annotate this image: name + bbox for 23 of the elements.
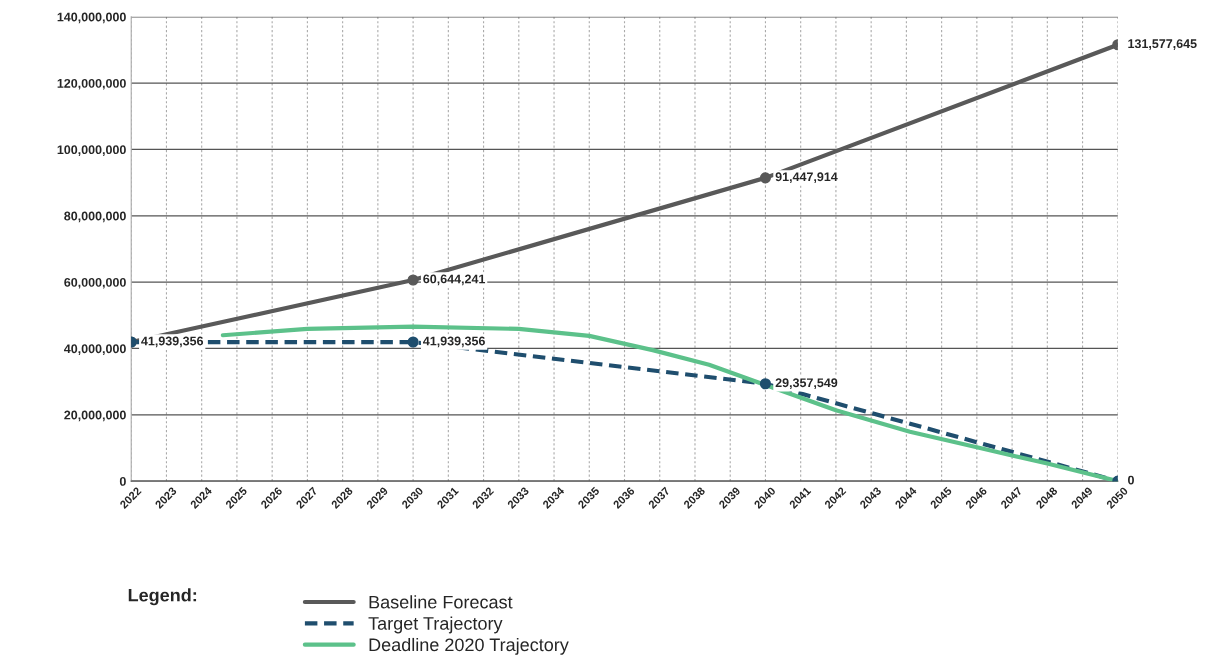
- data-label: 0: [1128, 475, 1134, 485]
- y-tick-label: 20,000,000: [64, 410, 126, 422]
- data-label: 91,447,914: [775, 172, 838, 184]
- data-label: 41,939,356: [423, 336, 485, 348]
- data-label: 60,644,241: [423, 274, 486, 286]
- data-label: 41,939,356: [141, 336, 204, 348]
- y-tick-label: 120,000,000: [57, 78, 126, 90]
- point: [759, 172, 772, 184]
- point: [407, 336, 419, 348]
- legend-label: Baseline Forecast: [369, 595, 513, 609]
- y-tick-label: 0: [119, 476, 126, 486]
- point: [759, 378, 772, 390]
- point: [407, 274, 419, 286]
- legend-label: Deadline 2020 Trajectory: [369, 637, 569, 655]
- legend-title: Legend:: [128, 588, 197, 606]
- data-label: 29,357,549: [775, 378, 838, 389]
- y-tick-label: 40,000,000: [63, 344, 126, 355]
- data-label: 131,577,645: [1128, 39, 1197, 50]
- legend-label: Target Trajectory: [368, 616, 503, 634]
- y-tick-label: 60,000,000: [64, 277, 126, 289]
- y-tick-label: 100,000,000: [57, 145, 126, 156]
- y-tick-label: 140,000,000: [57, 12, 126, 24]
- y-tick-label: 80,000,000: [64, 211, 126, 223]
